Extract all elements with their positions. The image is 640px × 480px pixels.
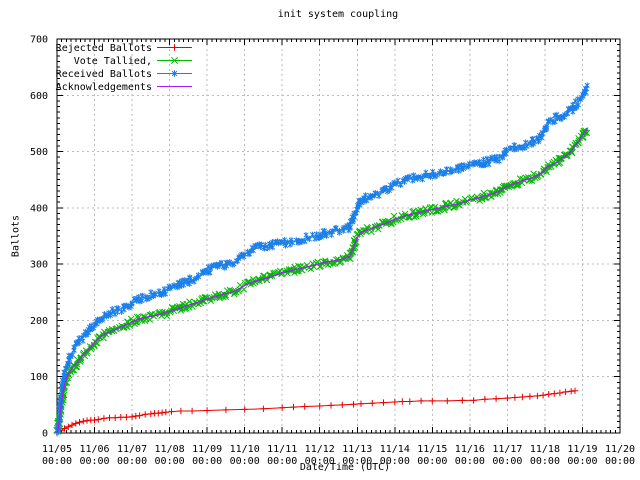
y-axis-label: Ballots bbox=[10, 214, 22, 258]
legend-label: Received Ballots bbox=[56, 69, 152, 80]
legend-marker-star bbox=[171, 70, 178, 77]
series-received-ballots bbox=[54, 82, 590, 436]
x-tick-time-label: 00:00 bbox=[79, 456, 109, 467]
x-tick-time-label: 00:00 bbox=[417, 456, 447, 467]
x-tick-label: 11/17 bbox=[492, 444, 522, 455]
gridlines bbox=[57, 39, 620, 433]
y-tick-label: 200 bbox=[30, 316, 48, 327]
x-tick-label: 11/15 bbox=[417, 444, 447, 455]
chart-title: init system coupling bbox=[277, 9, 399, 20]
x-tick-label: 11/11 bbox=[267, 444, 297, 455]
x-tick-label: 11/20 bbox=[605, 444, 635, 455]
y-tick-label: 0 bbox=[42, 429, 48, 440]
x-tick-time-label: 00:00 bbox=[230, 456, 260, 467]
x-tick-label: 11/13 bbox=[342, 444, 372, 455]
x-tick-label: 11/06 bbox=[79, 444, 109, 455]
y-tick-label: 300 bbox=[30, 260, 48, 271]
legend: Rejected Ballots Vote Tallied, Received Ba… bbox=[56, 43, 192, 93]
x-tick-label: 11/14 bbox=[380, 444, 410, 455]
x-tick-time-label: 00:00 bbox=[492, 456, 522, 467]
legend-marker-cross bbox=[170, 56, 179, 65]
x-tick-label: 11/18 bbox=[530, 444, 560, 455]
x-tick-label: 11/09 bbox=[192, 444, 222, 455]
legend-marker-plus bbox=[171, 44, 178, 51]
x-tick-time-label: 00:00 bbox=[117, 456, 147, 467]
x-tick-label: 11/07 bbox=[117, 444, 147, 455]
x-axis-label: Date/Time (UTC) bbox=[299, 462, 391, 473]
x-tick-time-label: 00:00 bbox=[305, 456, 335, 467]
y-tick-labels: 0 100 200 300 400 500 600 700 bbox=[30, 35, 48, 440]
legend-label: Rejected Ballots bbox=[56, 43, 152, 54]
x-tick-time-label: 00:00 bbox=[42, 456, 72, 467]
x-tick-time-label: 00:00 bbox=[192, 456, 222, 467]
legend-label: Vote Tallied, bbox=[74, 56, 152, 67]
x-tick-time-label: 00:00 bbox=[455, 456, 485, 467]
x-tick-time-label: 00:00 bbox=[605, 456, 635, 467]
legend-item-0: Rejected Ballots bbox=[56, 43, 192, 54]
plot-border bbox=[56, 38, 621, 434]
y-tick-label: 600 bbox=[30, 91, 48, 102]
legend-item-2: Received Ballots bbox=[56, 69, 192, 80]
series-vote-tallied bbox=[53, 127, 591, 434]
axis-ticks bbox=[56, 38, 621, 434]
x-tick-time-label: 00:00 bbox=[530, 456, 560, 467]
legend-item-1: Vote Tallied, bbox=[74, 56, 192, 67]
x-tick-label: 11/08 bbox=[155, 444, 185, 455]
x-tick-label: 11/19 bbox=[567, 444, 597, 455]
legend-item-3: Acknowledgements bbox=[56, 82, 192, 93]
x-tick-time-label: 00:00 bbox=[342, 456, 372, 467]
x-tick-time-label: 00:00 bbox=[267, 456, 297, 467]
x-tick-time-label: 00:00 bbox=[155, 456, 185, 467]
x-tick-label: 11/12 bbox=[305, 444, 335, 455]
series-acknowledgements bbox=[56, 128, 588, 434]
x-tick-label: 11/10 bbox=[230, 444, 260, 455]
x-tick-label: 11/16 bbox=[455, 444, 485, 455]
x-tick-time-label: 00:00 bbox=[567, 456, 597, 467]
y-tick-label: 500 bbox=[30, 147, 48, 158]
x-tick-time-label: 00:00 bbox=[380, 456, 410, 467]
legend-label: Acknowledgements bbox=[56, 82, 152, 93]
y-tick-label: 700 bbox=[30, 35, 48, 46]
y-tick-label: 400 bbox=[30, 203, 48, 214]
y-tick-label: 100 bbox=[30, 372, 48, 383]
x-tick-labels: 11/0500:0011/0600:0011/0700:0011/0800:00… bbox=[42, 444, 635, 467]
x-tick-label: 11/05 bbox=[42, 444, 72, 455]
